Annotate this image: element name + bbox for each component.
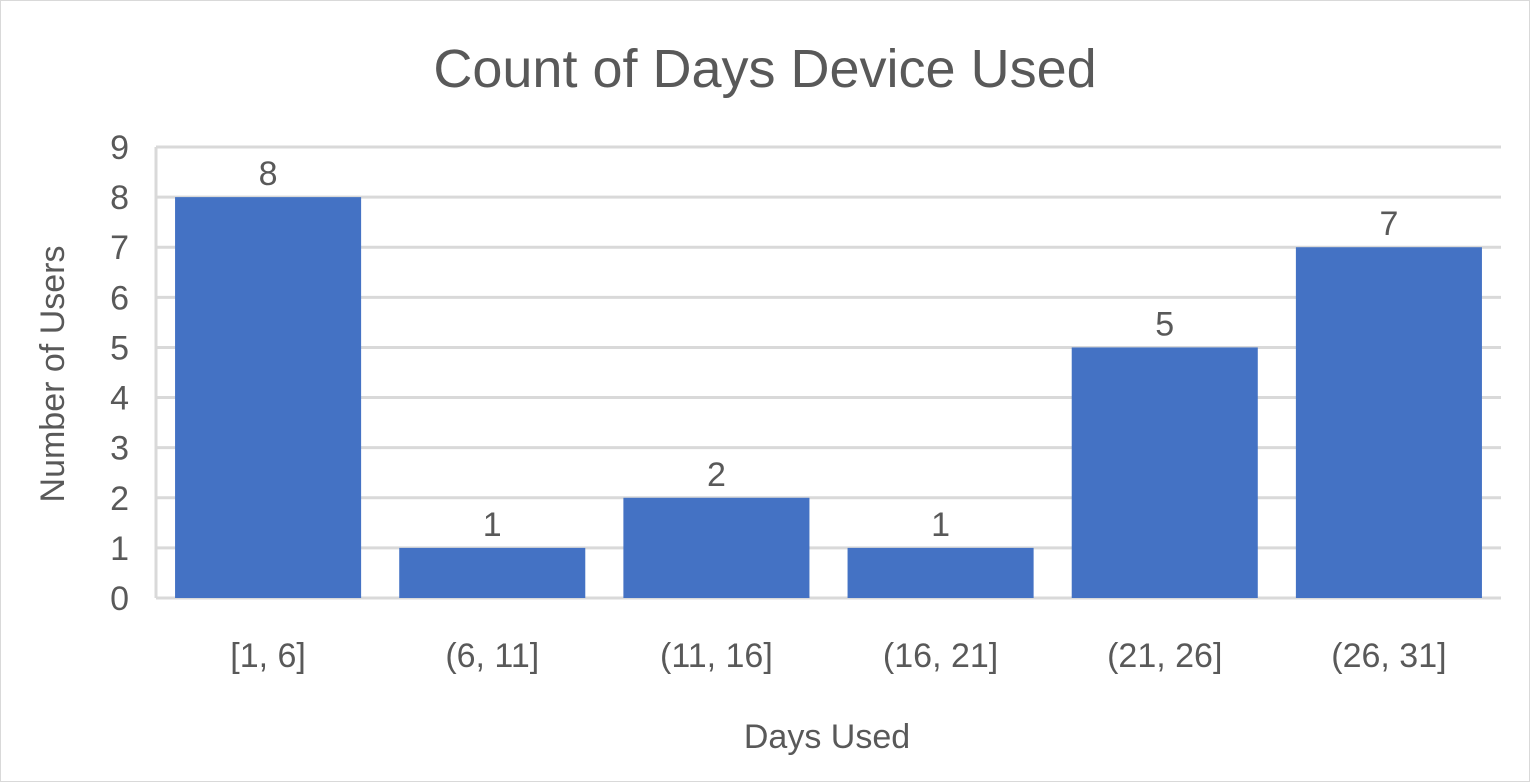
bar (847, 547, 1034, 598)
data-label: 8 (259, 155, 278, 193)
x-tick-label: (26, 31] (1331, 637, 1446, 675)
data-label: 5 (1155, 305, 1174, 343)
y-tick-label: 9 (110, 129, 129, 167)
gridlines (154, 145, 1501, 600)
y-axis-title: Number of Users (34, 246, 72, 503)
x-axis-title: Days Used (744, 718, 910, 756)
x-tick-label: [1, 6] (230, 637, 306, 675)
data-label: 1 (931, 506, 950, 544)
x-axis-ticks: [1, 6] (6, 11] (11, 16] (16, 21] (21, 26] (26… (230, 637, 1446, 675)
chart-title: Count of Days Device Used (433, 39, 1096, 99)
x-tick-label: (21, 26] (1107, 637, 1222, 675)
x-tick-label: (11, 16] (660, 637, 773, 675)
bar (175, 197, 362, 598)
bar (1071, 347, 1258, 598)
data-label: 1 (483, 506, 502, 544)
y-tick-label: 2 (110, 480, 129, 518)
x-tick-label: (6, 11] (445, 637, 539, 675)
bar (1295, 247, 1482, 598)
y-tick-label: 5 (110, 329, 129, 367)
data-label: 2 (707, 456, 726, 494)
y-tick-label: 8 (110, 179, 129, 217)
data-labels: 8 1 2 1 5 7 (259, 155, 1399, 544)
data-label: 7 (1379, 205, 1398, 243)
x-tick-label: (16, 21] (883, 637, 998, 675)
bar (623, 497, 810, 598)
y-tick-label: 4 (110, 380, 129, 418)
y-tick-label: 7 (110, 229, 129, 267)
bar (399, 547, 586, 598)
y-tick-label: 1 (110, 530, 129, 568)
bars (175, 197, 1482, 598)
y-tick-label: 0 (110, 580, 129, 618)
y-tick-label: 3 (110, 430, 129, 468)
y-axis-ticks: 0 1 2 3 4 5 6 7 8 9 (110, 129, 129, 618)
y-tick-label: 6 (110, 279, 129, 317)
